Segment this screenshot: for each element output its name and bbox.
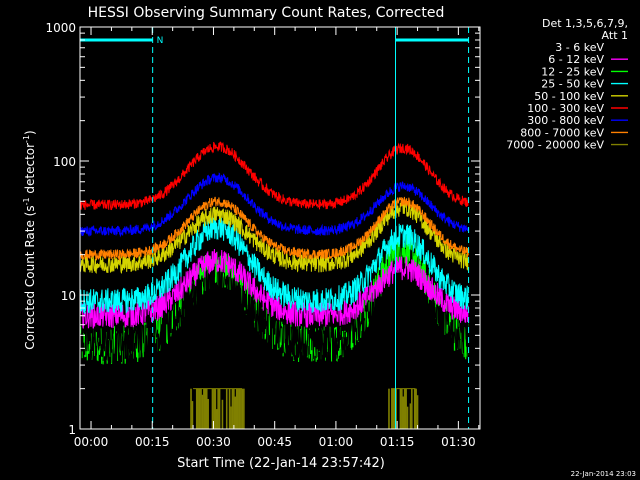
legend-label: 50 - 100 keV <box>534 90 604 103</box>
legend-label: 3 - 6 keV <box>555 41 604 54</box>
series-layer <box>79 141 469 429</box>
x-tick-label: 01:30 <box>441 435 476 449</box>
y-tick-label: 1 <box>68 423 76 437</box>
footer-timestamp: 22-Jan-2014 23:03 <box>571 470 636 478</box>
x-tick-label: 01:15 <box>380 435 415 449</box>
y-tick-label: 100 <box>53 155 76 169</box>
legend-header-line-1: Det 1,3,5,6,7,9, <box>542 17 628 30</box>
y-axis-label: Corrected Count Rate (s-1 detector-1) <box>22 130 37 349</box>
legend-label: 800 - 7000 keV <box>520 126 604 139</box>
legend-label: 6 - 12 keV <box>548 53 604 66</box>
chart-title: HESSI Observing Summary Count Rates, Cor… <box>88 5 445 21</box>
series-line-25-50kev <box>79 216 469 314</box>
legend-label: 7000 - 20000 keV <box>506 139 604 152</box>
saa-flag-label: N <box>157 36 164 46</box>
x-tick-label: 00:30 <box>196 435 231 449</box>
x-tick-label: 00:15 <box>135 435 170 449</box>
legend-label: 300 - 800 keV <box>527 114 604 127</box>
plot-frame <box>79 26 481 430</box>
x-tick-label: 00:00 <box>74 435 109 449</box>
x-tick-label: 01:00 <box>319 435 354 449</box>
y-tick-label: 10 <box>61 289 76 303</box>
legend-label: 25 - 50 keV <box>541 78 604 91</box>
x-tick-label: 00:45 <box>257 435 292 449</box>
series-line-100-300kev <box>79 141 469 211</box>
y-tick-label: 1000 <box>45 21 76 35</box>
legend-label: 100 - 300 keV <box>527 102 604 115</box>
series-line-300-800kev <box>79 172 469 238</box>
attenuator-burst-2 <box>388 388 419 429</box>
axis-layer: 1 10 100 1000 00:00 00:15 00:30 00:45 01:00 01:15… <box>45 21 481 449</box>
series-line-800-7000kev <box>79 196 469 262</box>
series-line-3-6kev <box>79 257 469 364</box>
attenuator-burst-1 <box>190 388 245 429</box>
legend-header-line-2: Att 1 <box>602 29 628 42</box>
legend-label: 12 - 25 keV <box>541 65 604 78</box>
x-axis-label: Start Time (22-Jan-14 23:57:42) <box>177 456 385 471</box>
series-line-50-100kev <box>79 200 469 275</box>
